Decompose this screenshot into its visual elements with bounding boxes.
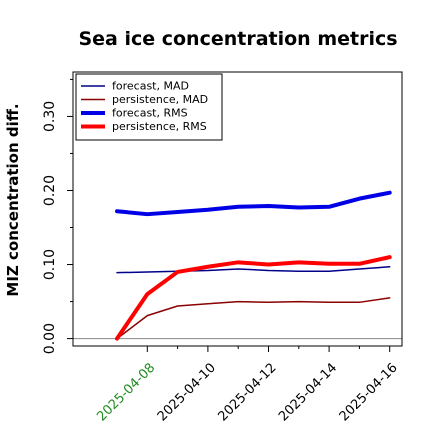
chart-title: Sea ice concentration metrics (78, 28, 397, 50)
y-axis-label: MIZ concentration diff. (4, 103, 22, 296)
series-line-3 (115, 255, 392, 341)
legend-label: forecast, RMS (112, 107, 188, 120)
series-line-1 (116, 297, 391, 340)
legend-box (75, 73, 223, 141)
y-tick-label: 0.00 (42, 323, 58, 354)
x-axis: 2025-04-082025-04-102025-04-122025-04-14… (94, 346, 401, 424)
x-tick-label: 2025-04-10 (155, 360, 219, 424)
y-tick-label: 0.30 (42, 101, 58, 132)
y-tick-label: 0.20 (42, 175, 58, 206)
series-layer (115, 190, 392, 341)
legend-label: forecast, MAD (112, 80, 189, 93)
plot-frame (72, 71, 403, 347)
series-line-2 (115, 190, 392, 217)
legend-label: persistence, MAD (112, 93, 208, 106)
x-tick-label: 2025-04-12 (216, 360, 280, 424)
series-line-0 (116, 266, 391, 274)
x-tick-label: 2025-04-16 (337, 360, 401, 424)
y-axis: 0.00 0.10 0.20 0.30 (42, 78, 73, 354)
y-tick-label: 0.10 (42, 249, 58, 280)
x-tick-label: 2025-04-14 (276, 360, 340, 424)
legend-label: persistence, RMS (112, 120, 207, 133)
x-tick-label: 2025-04-08 (94, 360, 158, 424)
